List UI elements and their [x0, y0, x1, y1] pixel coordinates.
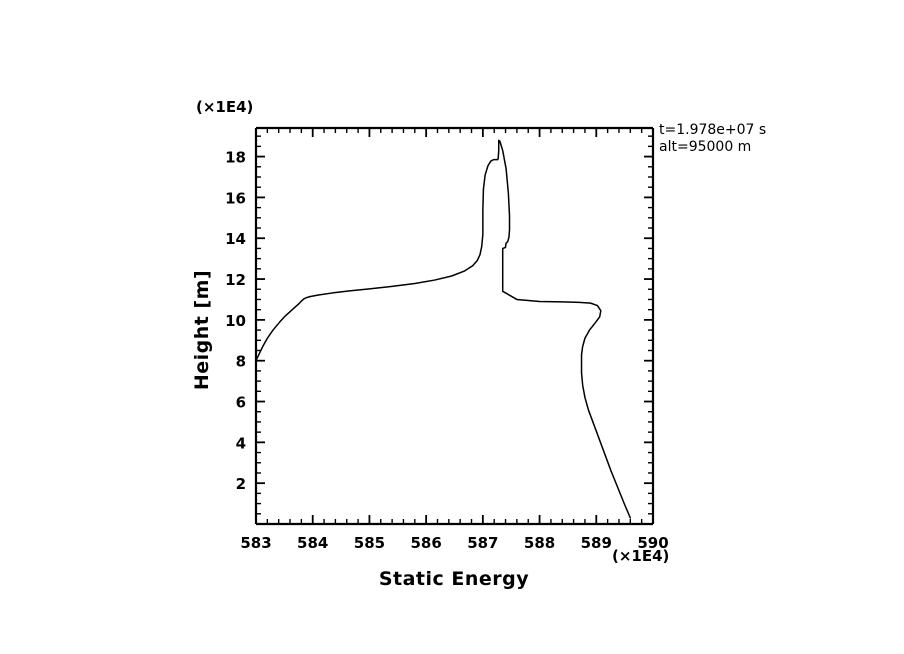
ticks-layer	[255, 128, 654, 525]
y-tick-label: 10	[225, 312, 246, 330]
y-tick-label: 2	[236, 475, 246, 493]
annotation-altitude: alt=95000 m	[659, 139, 751, 155]
y-tick-label: 6	[236, 394, 246, 412]
x-tick-label: 589	[581, 534, 612, 552]
y-tick-label: 18	[225, 149, 246, 167]
x-tick-label: 590	[637, 534, 668, 552]
y-tick-label: 16	[225, 189, 246, 207]
tick-labels-layer: 583 584 585 586 587 588 589 590 2 4 6 8 10 12 14 16 18	[225, 149, 669, 552]
x-tick-label: 583	[240, 534, 271, 552]
axes-frame	[254, 126, 655, 526]
x-tick-label: 587	[467, 534, 498, 552]
x-axis-title: Static Energy	[379, 568, 529, 590]
data-curve-static-energy	[255, 139, 632, 519]
y-axis-title: Height [m]	[191, 270, 213, 390]
x-tick-label: 588	[524, 534, 555, 552]
annotation-time: t=1.978e+07 s	[659, 122, 766, 138]
y-tick-label: 4	[236, 434, 246, 452]
y-axis-multiplier-label: (×1E4)	[196, 98, 253, 116]
x-tick-label: 586	[410, 534, 441, 552]
y-tick-label: 14	[225, 230, 246, 248]
y-tick-label: 12	[225, 271, 246, 289]
y-tick-label: 8	[236, 353, 246, 371]
x-tick-label: 584	[297, 534, 328, 552]
x-tick-label: 585	[354, 534, 385, 552]
x-axis-multiplier-label: (×1E4)	[612, 547, 669, 565]
